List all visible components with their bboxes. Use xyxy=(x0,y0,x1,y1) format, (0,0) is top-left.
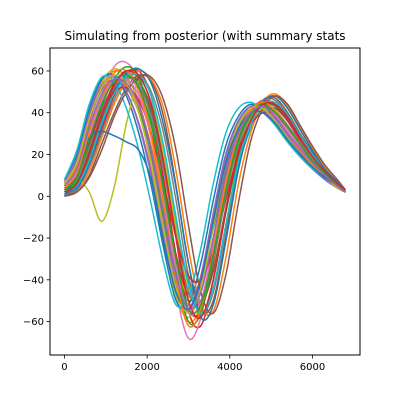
y-axis-ticks: −60 −40 −20 0 20 40 60 xyxy=(23,66,50,328)
y-tick-label-2: −20 xyxy=(23,234,44,245)
x-tick-label-2: 4000 xyxy=(217,362,242,373)
series-line-34 xyxy=(64,69,346,319)
series-line-31 xyxy=(63,110,346,311)
y-tick-label-4: 20 xyxy=(31,150,44,161)
series-line-6 xyxy=(64,73,347,315)
x-tick-label-0: 0 xyxy=(61,362,67,373)
x-tick-label-1: 2000 xyxy=(134,362,159,373)
y-tick-label-6: 60 xyxy=(31,66,44,77)
y-tick-label-5: 40 xyxy=(31,108,44,119)
y-tick-label-0: −60 xyxy=(23,317,44,328)
x-axis-ticks: 0 2000 4000 6000 xyxy=(61,355,325,373)
chart-title: Simulating from posterior (with summary … xyxy=(64,29,345,43)
y-tick-label-3: 0 xyxy=(38,192,44,203)
series-line-33 xyxy=(63,74,346,315)
series-layer xyxy=(63,60,347,341)
x-tick-label-3: 6000 xyxy=(300,362,325,373)
series-line-35 xyxy=(63,77,346,311)
y-tick-label-1: −40 xyxy=(23,275,44,286)
plot-area-frame xyxy=(49,47,361,356)
series-line-12 xyxy=(64,70,347,317)
